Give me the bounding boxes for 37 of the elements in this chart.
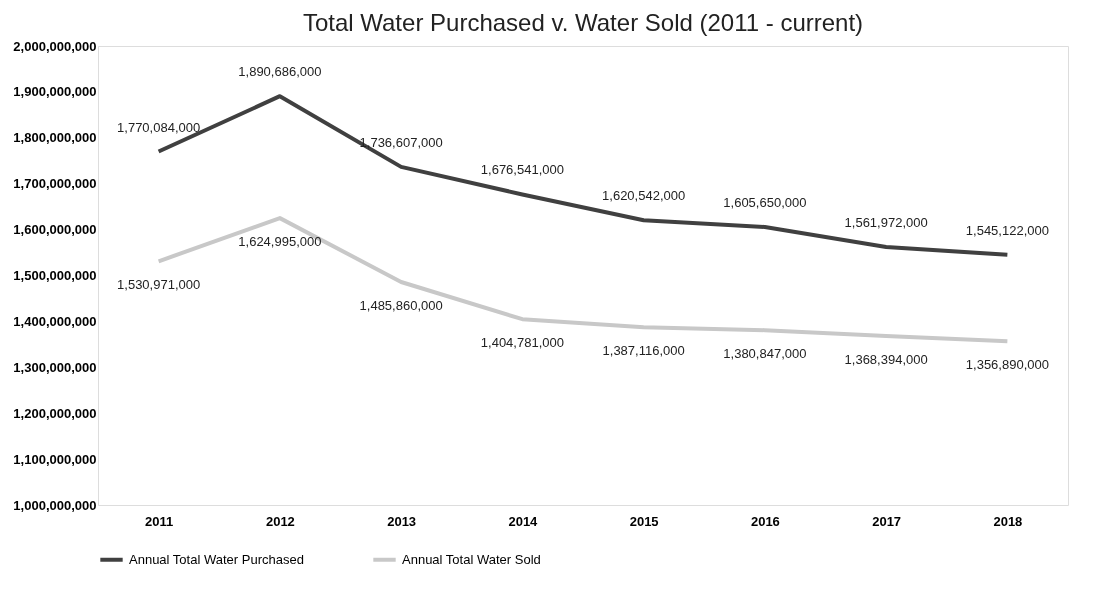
data-label: 1,770,084,000	[117, 119, 201, 135]
data-label: 1,380,847,000	[723, 346, 807, 362]
data-label: 1,368,394,000	[844, 351, 928, 367]
y-tick-label: 1,300,000,000	[13, 359, 97, 375]
data-label: 1,605,650,000	[723, 195, 807, 211]
x-tick-label: 2015	[629, 513, 659, 529]
data-label: 1,530,971,000	[117, 277, 201, 293]
data-label: 1,356,890,000	[965, 357, 1049, 373]
y-tick-label: 1,900,000,000	[13, 84, 97, 100]
data-label: 1,561,972,000	[844, 215, 928, 231]
data-label: 1,676,541,000	[480, 162, 564, 178]
data-label: 1,624,995,000	[238, 234, 322, 250]
y-tick-label: 1,700,000,000	[13, 176, 97, 192]
data-label: 1,387,116,000	[602, 343, 685, 359]
x-tick-label: 2016	[750, 513, 780, 529]
chart-title: Total Water Purchased v. Water Sold (2011 - current)	[302, 9, 864, 36]
y-tick-label: 1,000,000,000	[13, 497, 97, 513]
data-label: 1,404,781,000	[480, 335, 564, 351]
x-tick-label: 2014	[508, 513, 539, 529]
data-label: 1,545,122,000	[965, 222, 1049, 238]
data-label: 1,620,542,000	[602, 188, 686, 204]
y-tick-label: 1,500,000,000	[13, 268, 97, 283]
legend-label: Annual Total Water Purchased	[129, 551, 304, 567]
x-tick-label: 2017	[872, 513, 902, 529]
data-label: 1,890,686,000	[238, 64, 322, 80]
y-tick-label: 2,000,000,000	[13, 38, 97, 54]
y-tick-label: 1,100,000,000	[13, 451, 97, 467]
x-tick-label: 2012	[265, 513, 295, 529]
legend-label: Annual Total Water Sold	[402, 551, 541, 567]
y-tick-label: 1,200,000,000	[13, 405, 97, 421]
y-tick-label: 1,600,000,000	[13, 222, 97, 238]
x-tick-label: 2018	[993, 513, 1023, 529]
x-tick-label: 2013	[387, 513, 417, 529]
y-tick-label: 1,400,000,000	[13, 313, 97, 329]
x-tick-label: 2011	[145, 513, 174, 529]
y-tick-label: 1,800,000,000	[13, 130, 97, 146]
data-label: 1,485,860,000	[359, 297, 443, 313]
